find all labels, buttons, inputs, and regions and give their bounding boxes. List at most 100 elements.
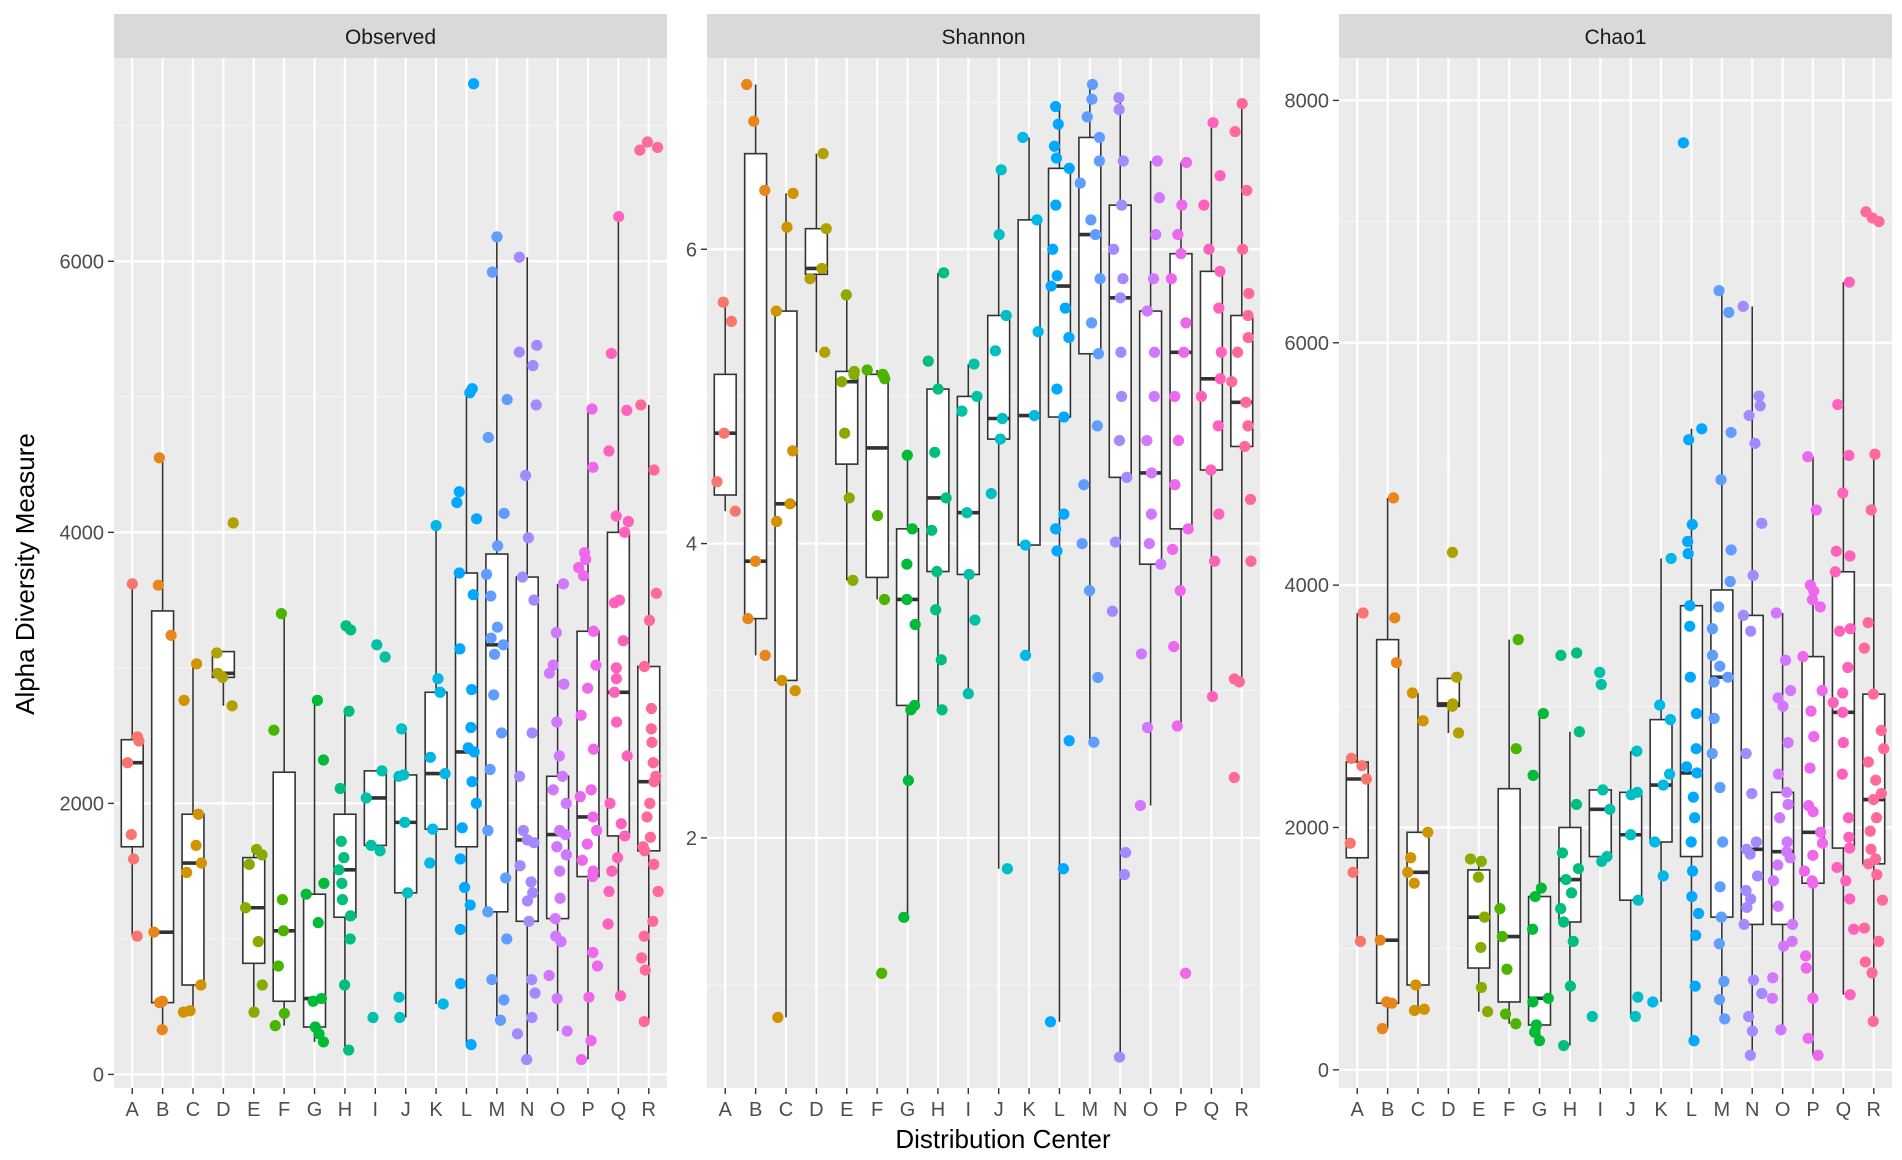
data-point xyxy=(1081,111,1093,123)
data-point xyxy=(1178,346,1190,358)
data-point xyxy=(1843,842,1856,854)
data-point xyxy=(521,895,534,907)
data-point xyxy=(430,519,442,532)
data-point xyxy=(527,887,539,899)
data-point xyxy=(1875,787,1887,800)
data-point xyxy=(1408,1004,1421,1017)
data-point xyxy=(1876,894,1889,906)
data-point xyxy=(1571,647,1583,659)
data-point xyxy=(1109,536,1122,548)
data-point xyxy=(376,765,388,777)
box-iqr xyxy=(1375,638,1400,1004)
data-point xyxy=(1862,756,1874,768)
data-point xyxy=(1797,651,1809,663)
data-point xyxy=(848,365,860,378)
x-tick-label: J xyxy=(994,1099,1004,1121)
data-point xyxy=(343,1044,355,1056)
data-point xyxy=(1527,996,1539,1008)
data-point xyxy=(256,979,268,991)
y-axis-title: Alpha Diversity Measure xyxy=(10,433,40,715)
data-point xyxy=(1165,273,1177,285)
data-point xyxy=(1690,743,1702,755)
data-point xyxy=(1115,390,1128,403)
data-point xyxy=(610,662,622,674)
data-point xyxy=(603,445,615,457)
data-point xyxy=(315,992,328,1005)
box-iqr xyxy=(393,774,418,894)
data-point xyxy=(192,808,204,820)
data-point xyxy=(647,915,659,927)
data-point xyxy=(1594,666,1606,678)
data-point xyxy=(1708,676,1720,688)
data-point xyxy=(634,144,646,156)
data-point xyxy=(1842,661,1854,674)
data-point xyxy=(1226,376,1238,388)
box-iqr xyxy=(1497,787,1521,1003)
data-point xyxy=(1555,649,1567,662)
x-tick-label: N xyxy=(1113,1099,1127,1121)
data-point xyxy=(717,296,729,308)
data-point xyxy=(1387,492,1400,504)
data-point xyxy=(820,223,832,235)
data-point xyxy=(1116,199,1128,211)
x-tick-label: J xyxy=(401,1099,411,1121)
data-point xyxy=(1113,1051,1126,1063)
x-tick-label: G xyxy=(900,1099,916,1121)
data-point xyxy=(1756,517,1768,529)
x-tick-label: M xyxy=(1082,1099,1099,1121)
data-point xyxy=(1145,508,1157,520)
data-point xyxy=(575,709,587,721)
data-point xyxy=(211,647,223,659)
data-point xyxy=(1800,962,1812,974)
data-point xyxy=(367,1011,379,1024)
data-point xyxy=(1696,423,1708,435)
data-point xyxy=(148,926,160,938)
box-iqr xyxy=(1078,136,1102,355)
data-point xyxy=(1051,270,1063,282)
data-point xyxy=(525,876,537,888)
data-point xyxy=(178,694,190,706)
data-point xyxy=(985,487,997,500)
data-point xyxy=(1677,137,1690,149)
data-point xyxy=(1782,737,1794,749)
data-point xyxy=(1870,853,1882,865)
data-point xyxy=(1496,930,1508,943)
data-point xyxy=(1744,1049,1756,1061)
data-point xyxy=(344,933,356,945)
data-point xyxy=(1833,625,1846,637)
data-point xyxy=(1390,657,1403,669)
y-tick-label: 6 xyxy=(686,239,697,261)
data-point xyxy=(968,358,980,370)
data-point xyxy=(277,925,290,937)
data-point xyxy=(125,828,137,841)
data-point xyxy=(1743,409,1755,422)
x-tick-label: P xyxy=(581,1099,594,1121)
data-point xyxy=(1843,449,1855,462)
data-point xyxy=(560,849,572,861)
data-point xyxy=(1746,787,1758,800)
data-point xyxy=(365,839,377,852)
x-tick-label: I xyxy=(966,1099,972,1121)
data-point xyxy=(1844,989,1856,1001)
data-point xyxy=(1869,448,1881,460)
data-point xyxy=(1527,769,1539,781)
data-point xyxy=(1784,684,1797,697)
data-point xyxy=(1871,869,1883,881)
data-point xyxy=(1706,623,1718,635)
data-point xyxy=(1347,866,1359,878)
data-point xyxy=(1475,941,1487,954)
data-point xyxy=(1837,487,1849,499)
data-point xyxy=(605,347,617,360)
data-point xyxy=(1452,727,1465,739)
data-point xyxy=(1117,155,1129,167)
data-point xyxy=(485,590,497,602)
data-point xyxy=(424,751,436,763)
data-point xyxy=(847,574,859,586)
data-point xyxy=(334,782,346,795)
box-iqr xyxy=(743,152,768,620)
data-point xyxy=(741,78,753,91)
box-iqr xyxy=(1199,270,1224,471)
data-point xyxy=(488,648,501,660)
data-point xyxy=(784,498,796,510)
facet-strip-label: Shannon xyxy=(941,26,1025,49)
